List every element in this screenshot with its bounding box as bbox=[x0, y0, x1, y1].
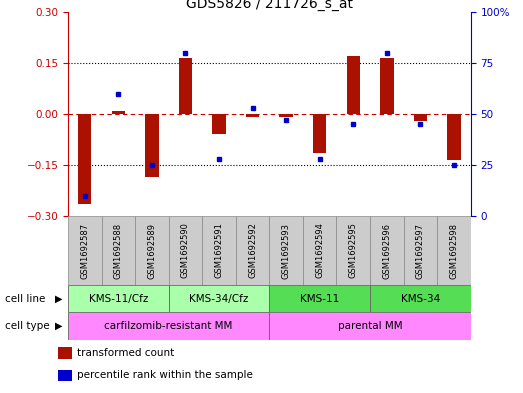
Bar bbox=[279, 114, 293, 118]
Bar bbox=[101, 216, 135, 285]
Text: GSM1692590: GSM1692590 bbox=[181, 222, 190, 279]
Text: KMS-34: KMS-34 bbox=[401, 294, 440, 304]
Bar bbox=[168, 216, 202, 285]
Text: GSM1692594: GSM1692594 bbox=[315, 222, 324, 279]
Bar bbox=[212, 114, 226, 134]
Text: ▶: ▶ bbox=[55, 294, 62, 304]
Bar bbox=[313, 114, 326, 153]
Bar bbox=[370, 285, 471, 312]
Text: carfilzomib-resistant MM: carfilzomib-resistant MM bbox=[105, 321, 233, 331]
Text: GSM1692596: GSM1692596 bbox=[382, 222, 391, 279]
Bar bbox=[414, 114, 427, 121]
Text: cell line: cell line bbox=[5, 294, 46, 304]
Bar bbox=[336, 216, 370, 285]
Text: percentile rank within the sample: percentile rank within the sample bbox=[77, 371, 253, 380]
Text: GSM1692587: GSM1692587 bbox=[80, 222, 89, 279]
Bar bbox=[404, 216, 437, 285]
Bar bbox=[269, 285, 370, 312]
Text: cell type: cell type bbox=[5, 321, 50, 331]
Bar bbox=[236, 216, 269, 285]
Text: GSM1692592: GSM1692592 bbox=[248, 222, 257, 279]
Bar bbox=[202, 216, 236, 285]
Bar bbox=[168, 285, 269, 312]
Bar bbox=[58, 347, 72, 359]
Text: GSM1692588: GSM1692588 bbox=[114, 222, 123, 279]
Bar bbox=[145, 114, 158, 177]
Bar bbox=[370, 216, 404, 285]
Text: GSM1692589: GSM1692589 bbox=[147, 222, 156, 279]
Bar bbox=[269, 216, 303, 285]
Bar bbox=[269, 312, 471, 340]
Bar bbox=[68, 216, 101, 285]
Bar bbox=[447, 114, 461, 160]
Bar bbox=[78, 114, 92, 204]
Bar bbox=[68, 285, 168, 312]
Bar bbox=[380, 58, 393, 114]
Bar bbox=[58, 370, 72, 381]
Text: GSM1692595: GSM1692595 bbox=[349, 222, 358, 279]
Bar bbox=[246, 114, 259, 118]
Bar bbox=[135, 216, 168, 285]
Bar bbox=[303, 216, 336, 285]
Title: GDS5826 / 211726_s_at: GDS5826 / 211726_s_at bbox=[186, 0, 353, 11]
Bar bbox=[179, 58, 192, 114]
Bar bbox=[437, 216, 471, 285]
Text: GSM1692593: GSM1692593 bbox=[281, 222, 291, 279]
Text: transformed count: transformed count bbox=[77, 348, 175, 358]
Text: GSM1692597: GSM1692597 bbox=[416, 222, 425, 279]
Text: GSM1692598: GSM1692598 bbox=[449, 222, 459, 279]
Text: parental MM: parental MM bbox=[338, 321, 402, 331]
Text: KMS-34/Cfz: KMS-34/Cfz bbox=[189, 294, 249, 304]
Text: KMS-11: KMS-11 bbox=[300, 294, 339, 304]
Bar bbox=[68, 312, 269, 340]
Text: KMS-11/Cfz: KMS-11/Cfz bbox=[88, 294, 148, 304]
Bar bbox=[111, 110, 125, 114]
Text: ▶: ▶ bbox=[55, 321, 62, 331]
Text: GSM1692591: GSM1692591 bbox=[214, 222, 223, 279]
Bar bbox=[347, 56, 360, 114]
